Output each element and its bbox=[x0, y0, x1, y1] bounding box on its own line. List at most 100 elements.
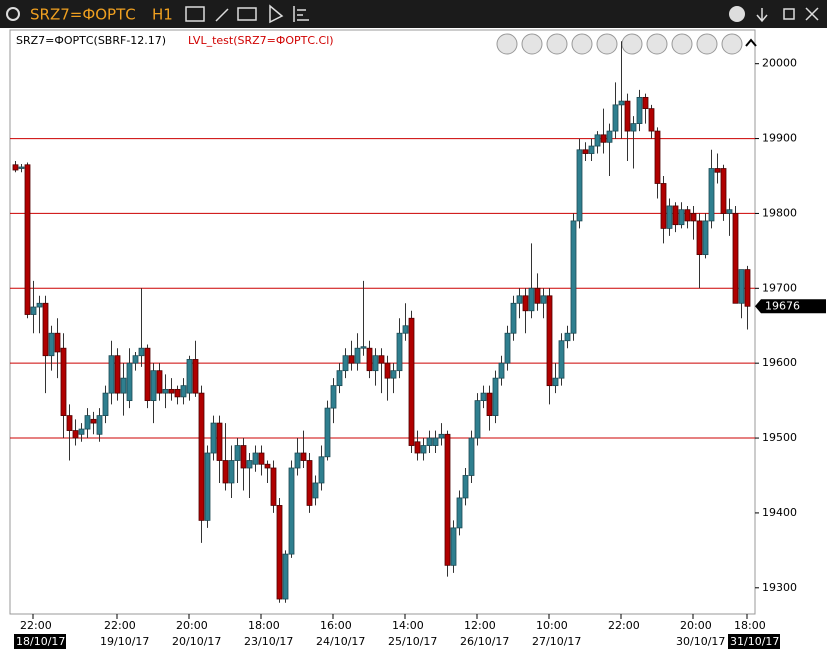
candle-body bbox=[522, 295, 529, 312]
candle-body bbox=[372, 355, 379, 372]
nav-button[interactable] bbox=[696, 33, 718, 55]
candle-body bbox=[282, 553, 289, 600]
candle-body bbox=[300, 452, 307, 461]
candle-body bbox=[312, 482, 319, 499]
y-tick-label: 19600 bbox=[762, 356, 797, 369]
candle-body bbox=[342, 355, 349, 372]
nav-button[interactable] bbox=[496, 33, 518, 55]
nav-button[interactable] bbox=[621, 33, 643, 55]
candle-body bbox=[96, 415, 103, 435]
candle-body bbox=[678, 209, 685, 226]
nav-button[interactable] bbox=[521, 33, 543, 55]
candle-body bbox=[666, 205, 673, 229]
candle-body bbox=[636, 96, 643, 124]
candle-body bbox=[48, 332, 55, 357]
candle-body bbox=[594, 134, 601, 147]
y-tick-label: 19900 bbox=[762, 132, 797, 145]
candle-body bbox=[648, 108, 655, 132]
tool-pen[interactable] bbox=[215, 8, 229, 22]
candle-body bbox=[558, 340, 565, 379]
candle-body bbox=[408, 317, 415, 446]
candle-body bbox=[642, 96, 649, 110]
symbol: SRZ7=ФОРТС bbox=[30, 6, 136, 24]
candle-body bbox=[156, 370, 163, 394]
candle-body bbox=[240, 445, 247, 469]
candle-body bbox=[222, 460, 229, 484]
candle-body bbox=[534, 287, 541, 304]
candle-body bbox=[474, 400, 481, 439]
candle-body bbox=[186, 359, 193, 394]
x-tick-label: 22:00 bbox=[608, 619, 640, 632]
candle-body bbox=[450, 527, 457, 566]
candle-body bbox=[444, 433, 451, 566]
candle-body bbox=[138, 347, 145, 357]
x-tick-label: 20:00 bbox=[680, 619, 712, 632]
candle-body bbox=[210, 422, 217, 454]
date-label: 20/10/17 bbox=[172, 635, 221, 648]
candle-body bbox=[726, 209, 733, 214]
candle-body bbox=[246, 460, 253, 469]
tool-cursor[interactable] bbox=[269, 4, 284, 24]
candle-body bbox=[576, 149, 583, 222]
candle-body bbox=[612, 104, 619, 132]
candle-body bbox=[204, 452, 211, 521]
candle-body bbox=[402, 325, 409, 334]
candle-body bbox=[618, 100, 625, 106]
candle-body bbox=[516, 295, 523, 304]
candle-body bbox=[702, 220, 709, 256]
candle-body bbox=[546, 295, 553, 387]
candle-body bbox=[42, 302, 49, 357]
candle-body bbox=[252, 452, 259, 465]
candle-body bbox=[336, 370, 343, 387]
candle-body bbox=[744, 269, 751, 307]
nav-button[interactable] bbox=[571, 33, 593, 55]
candle-body bbox=[108, 355, 115, 394]
candle-body bbox=[480, 392, 487, 402]
nav-button[interactable] bbox=[546, 33, 568, 55]
candle-body bbox=[216, 422, 223, 461]
candle-body bbox=[738, 269, 745, 304]
candle-body bbox=[492, 377, 499, 416]
nav-button[interactable] bbox=[646, 33, 668, 55]
tool-candles[interactable] bbox=[185, 6, 205, 22]
nav-button[interactable] bbox=[671, 33, 693, 55]
candle-body bbox=[234, 445, 241, 461]
candle-body bbox=[606, 130, 613, 143]
candle-body bbox=[120, 377, 127, 394]
date-label: 24/10/17 bbox=[316, 635, 365, 648]
candle-body bbox=[486, 392, 493, 416]
date-label: 27/10/17 bbox=[532, 635, 581, 648]
currency-button[interactable] bbox=[729, 6, 745, 22]
maximize-button[interactable] bbox=[783, 8, 795, 20]
candle-body bbox=[564, 332, 571, 342]
candle-body bbox=[714, 168, 721, 173]
candle-body bbox=[552, 377, 559, 387]
candle-body bbox=[84, 415, 91, 430]
nav-button[interactable] bbox=[596, 33, 618, 55]
toolbar-icons bbox=[185, 4, 819, 24]
plot-frame bbox=[9, 29, 756, 615]
close-button[interactable] bbox=[805, 7, 819, 21]
candle-body bbox=[132, 355, 139, 364]
date-label: 23/10/17 bbox=[244, 635, 293, 648]
candle-body bbox=[684, 209, 691, 222]
title-bar bbox=[0, 0, 827, 28]
candle-body bbox=[582, 149, 589, 154]
tool-indicators[interactable] bbox=[293, 6, 309, 22]
date-label: 31/10/17 bbox=[730, 635, 779, 648]
candle-body bbox=[720, 168, 727, 214]
date-label: 18/10/17 bbox=[16, 635, 65, 648]
x-tick-label: 22:00 bbox=[104, 619, 136, 632]
candle-body bbox=[168, 388, 175, 394]
candle-body bbox=[198, 392, 205, 521]
candle-body bbox=[384, 362, 391, 379]
candle-body bbox=[12, 164, 19, 171]
download-button[interactable] bbox=[756, 8, 768, 23]
nav-button[interactable] bbox=[721, 33, 743, 55]
candle-body bbox=[102, 392, 109, 416]
x-tick-label: 18:00 bbox=[734, 619, 766, 632]
tool-bars[interactable] bbox=[237, 7, 257, 21]
candle-body bbox=[228, 460, 235, 484]
timeframe[interactable]: H1 bbox=[152, 6, 173, 24]
candle-body bbox=[270, 467, 277, 506]
